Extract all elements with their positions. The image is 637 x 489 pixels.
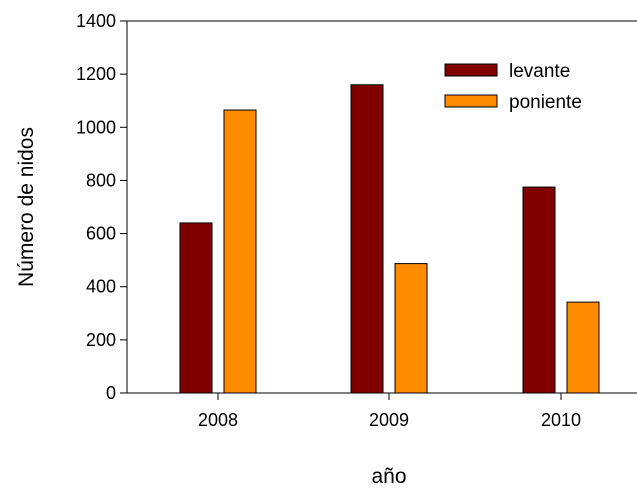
bar-poniente-2009 [394,263,428,394]
y-tick-label: 1200 [76,64,116,84]
bar-levante-2009 [350,84,384,394]
legend: levante poniente [444,61,582,113]
bar-poniente-2008 [223,109,257,394]
legend-label-poniente: poniente [509,92,582,113]
legend-swatch-poniente [444,94,498,108]
legend-label-levante: levante [509,61,570,82]
bar-levante-2008 [179,222,213,394]
y-tick-label: 200 [86,330,116,350]
x-tick-label: 2008 [198,410,238,430]
y-axis-ticks: 0 200 400 600 800 1000 1200 1400 [76,11,127,403]
y-tick-label: 800 [86,170,116,190]
y-axis-title: Número de nidos [15,127,38,287]
y-tick-label: 1400 [76,11,116,31]
x-axis-ticks: 2008 2009 2010 [198,393,581,430]
y-tick-label: 0 [106,383,116,403]
y-tick-label: 400 [86,277,116,297]
x-tick-label: 2010 [541,410,581,430]
y-tick-label: 600 [86,224,116,244]
y-tick-label: 1000 [76,117,116,137]
bar-poniente-2010 [566,301,600,394]
x-axis-title: año [371,465,406,488]
bars [179,84,600,394]
x-tick-label: 2009 [369,410,409,430]
legend-swatch-levante [444,63,498,77]
bar-levante-2010 [522,186,556,394]
